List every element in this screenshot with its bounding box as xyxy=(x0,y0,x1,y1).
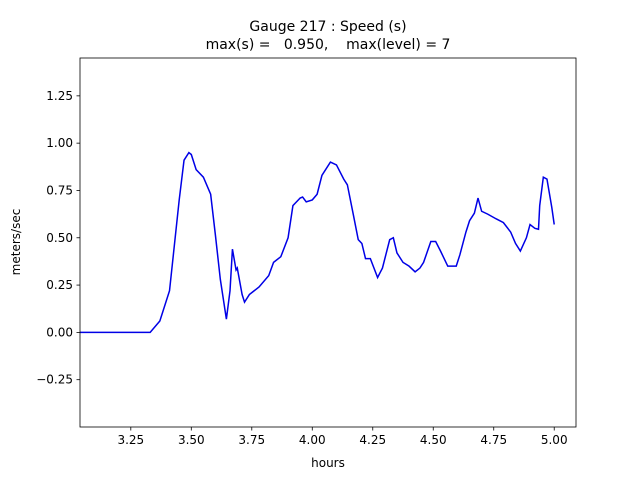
data-line xyxy=(80,151,555,334)
x-tick-label: 3.50 xyxy=(178,433,205,447)
y-tick-label: 1.00 xyxy=(46,136,73,150)
x-tick-label: 3.75 xyxy=(238,433,265,447)
y-tick-label: 0.50 xyxy=(46,231,73,245)
x-tick-label: 4.50 xyxy=(420,433,447,447)
x-tick-label: 4.00 xyxy=(299,433,326,447)
y-tick-label: 0.00 xyxy=(46,325,73,339)
x-tick-label: 5.00 xyxy=(541,433,568,447)
y-tick-label: 1.25 xyxy=(46,89,73,103)
chart-subtitle: max(s) = 0.950, max(level) = 7 xyxy=(206,37,451,53)
x-tick-label: 4.25 xyxy=(359,433,386,447)
x-tick-label: 4.75 xyxy=(480,433,507,447)
x-tick-label: 3.25 xyxy=(117,433,144,447)
x-axis-label: hours xyxy=(311,456,345,470)
y-tick-label: −0.25 xyxy=(36,373,73,387)
y-tick-label: 0.75 xyxy=(46,183,73,197)
plot-frame xyxy=(79,57,577,428)
y-axis-label: meters/sec xyxy=(9,209,23,276)
chart-title: Gauge 217 : Speed (s) xyxy=(249,19,406,35)
y-tick-label: 0.25 xyxy=(46,278,73,292)
